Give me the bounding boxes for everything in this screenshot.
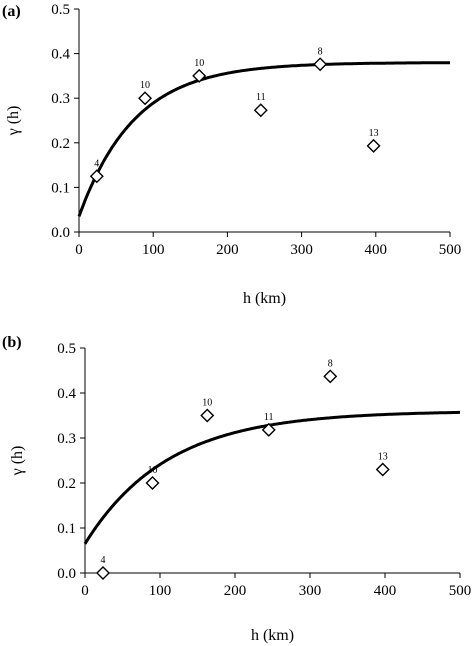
data-point: [200, 408, 215, 423]
y-tick-label: 0.1: [57, 521, 76, 537]
y-tick-label: 0.5: [51, 2, 70, 18]
y-tick-label: 0.3: [51, 91, 70, 107]
panel-label: (a): [2, 3, 21, 20]
x-tick-label: 0: [81, 583, 89, 599]
y-tick-label: 0.5: [57, 341, 76, 357]
data-point: [192, 68, 207, 83]
data-point: [261, 422, 276, 437]
x-tick-label: 400: [365, 242, 388, 258]
data-label: 4: [94, 158, 99, 169]
x-tick-label: 200: [224, 583, 247, 599]
data-point: [138, 91, 153, 106]
x-tick-label: 400: [374, 583, 397, 599]
data-point: [145, 476, 160, 490]
y-axis-title: γ (h): [5, 106, 22, 137]
panel-label: (b): [2, 334, 22, 351]
x-tick-label: 0: [75, 242, 83, 258]
data-point: [89, 169, 104, 184]
data-point: [323, 369, 338, 384]
data-label: 8: [328, 358, 333, 369]
data-label: 11: [264, 412, 274, 423]
data-label: 10: [148, 465, 158, 476]
data-label: 13: [378, 452, 388, 463]
x-tick-label: 100: [149, 583, 172, 599]
model-curve: [83, 410, 460, 545]
y-tick-label: 0.2: [51, 136, 70, 152]
model-curve: [77, 61, 450, 217]
y-axis-title: γ (h): [9, 446, 26, 477]
x-tick-label: 500: [439, 242, 462, 258]
data-point: [313, 57, 328, 72]
y-tick-label: 0.0: [57, 566, 76, 582]
x-axis-title: h (km): [243, 290, 286, 307]
data-label: 4: [101, 555, 106, 566]
data-point: [96, 566, 110, 580]
data-point: [366, 138, 381, 153]
y-tick-label: 0.1: [51, 180, 70, 196]
data-point: [253, 103, 268, 118]
y-tick-label: 0.3: [57, 431, 76, 447]
x-tick-label: 300: [290, 242, 313, 258]
x-tick-label: 500: [449, 583, 472, 599]
x-tick-label: 100: [142, 242, 165, 258]
data-label: 8: [318, 46, 323, 57]
x-tick-label: 300: [299, 583, 322, 599]
data-point: [375, 462, 390, 477]
chart-panel-b: (b) 0.0 0.1 0.2 0.3 0.4 0.5 0 100 200 300 400 500 h (…: [2, 334, 471, 644]
data-label: 13: [369, 128, 379, 139]
y-tick-label: 0.2: [57, 476, 76, 492]
data-label: 10: [202, 398, 212, 409]
data-label: 10: [140, 80, 150, 91]
y-tick-label: 0.0: [51, 225, 70, 241]
data-label: 10: [194, 58, 204, 69]
x-axis-title: h (km): [251, 627, 294, 644]
y-tick-label: 0.4: [57, 386, 76, 402]
y-tick-label: 0.4: [51, 47, 70, 63]
x-tick-label: 200: [216, 242, 239, 258]
data-label: 11: [256, 92, 266, 103]
chart-panel-a: (a) 0.0 0.1 0.2 0.3 0.4 0.5 0 100 200 300 400 500 h (…: [2, 2, 461, 307]
